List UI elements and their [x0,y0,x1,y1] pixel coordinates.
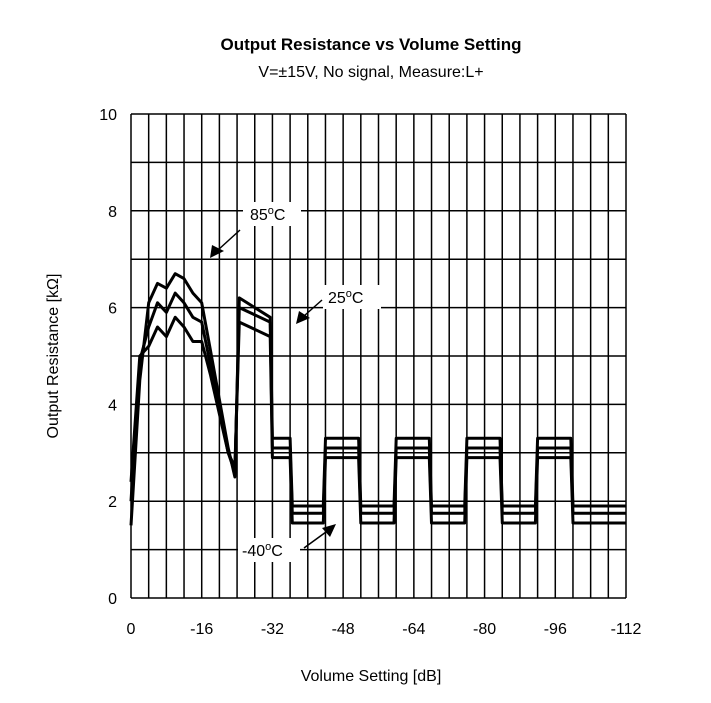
annotation-25c: 25oC [296,285,381,324]
x-tick-label: -32 [261,621,284,638]
y-tick-label: 4 [108,397,117,414]
x-tick-label: -112 [611,621,642,638]
annotation-25c-arrowhead [296,311,310,324]
annotation-minus40c-arrowhead [322,524,336,537]
annotation-25c-bg [323,285,381,309]
annotation-minus40c: -40oC [238,524,336,562]
series-line-2 [129,315,626,525]
annotation-85c-bg [243,202,301,226]
y-tick-label: 0 [108,591,117,608]
x-tick-label: 0 [127,621,136,638]
y-tick-label: 8 [108,204,117,221]
y-tick-label: 6 [108,301,117,318]
annotation-minus40c-bg [238,538,300,562]
y-tick-label: 2 [108,494,117,511]
x-axis-label: Volume Setting [dB] [301,668,442,685]
annotation-25c-arrow [303,299,323,317]
x-tick-label: -96 [544,621,567,638]
x-tick-label: -48 [332,621,355,638]
y-tick-labels: 0 2 4 6 8 10 [99,107,117,608]
annotation-85c-arrowhead [210,245,224,258]
annotation-85c-arrow [217,229,241,251]
chart-title: Output Resistance vs Volume Setting [220,35,521,54]
annotation-85c-label: 85oC [250,205,285,224]
y-axis-label: Output Resistance [kΩ] [45,274,62,439]
x-tick-label: -64 [402,621,425,638]
x-tick-label: -16 [190,621,213,638]
annotation-25c-label: 25oC [328,288,363,307]
chart-subtitle: V=±15V, No signal, Measure:L+ [258,64,483,81]
annotation-85c: 85oC [210,202,301,258]
x-tick-labels: 0 -16 -32 -48 -64 -80 -96 -112 [127,621,642,638]
series-lines [129,272,626,526]
annotation-minus40c-arrow [303,531,327,549]
annotation-minus40c-label: -40oC [242,541,283,560]
y-tick-label: 10 [99,107,117,124]
x-tick-label: -80 [473,621,496,638]
